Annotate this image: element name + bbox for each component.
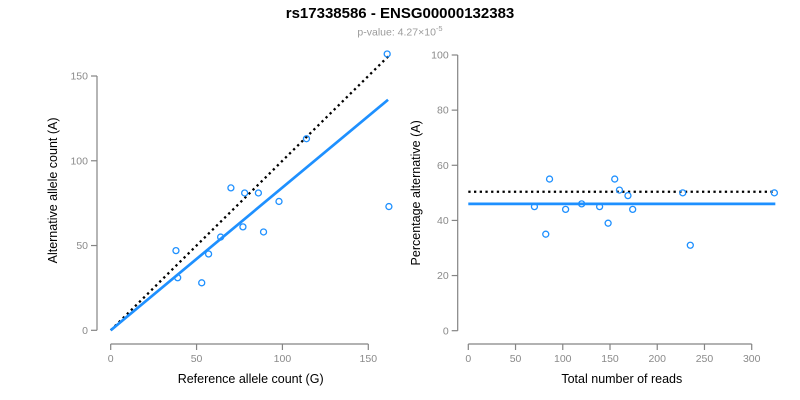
data-point: [545, 175, 554, 183]
pvalue-exponent: -5: [435, 24, 443, 33]
data-point: [615, 186, 624, 194]
x-tick-label: 250: [696, 353, 714, 365]
y-tick-label: 20: [437, 270, 449, 282]
data-point: [239, 223, 247, 231]
data-point: [174, 274, 182, 282]
data-point: [302, 135, 311, 143]
x-axis-title: Total number of reads: [561, 372, 682, 386]
data-point: [542, 230, 550, 238]
data-point: [611, 175, 619, 183]
data-point: [578, 200, 586, 208]
data-point: [624, 191, 632, 200]
data-point: [385, 202, 393, 211]
x-tick-label: 0: [108, 353, 114, 365]
x-tick-label: 0: [465, 353, 471, 365]
data-point: [216, 233, 225, 241]
data-point: [604, 219, 612, 227]
y-tick-label: 100: [431, 50, 449, 62]
data-point: [204, 250, 213, 258]
y-tick-label: 0: [443, 325, 449, 337]
x-tick-label: 50: [191, 353, 203, 365]
data-point: [172, 246, 180, 255]
data-point: [259, 228, 268, 236]
y-tick-label: 40: [437, 215, 449, 227]
data-point: [530, 202, 539, 211]
y-tick-label: 150: [70, 71, 88, 83]
x-tick-label: 150: [601, 353, 619, 365]
data-point: [275, 197, 283, 206]
fitted-regression-line: [109, 98, 389, 332]
y-tick-label: 50: [76, 240, 88, 252]
x-tick-label: 300: [743, 353, 761, 365]
data-point: [686, 241, 694, 249]
panel-right: 0 20 40 60 80 100 0 50 100 150 200 250 300 Total numb…: [409, 50, 779, 386]
x-tick-label: 100: [554, 353, 572, 365]
x-tick-label: 50: [510, 353, 522, 365]
data-point: [227, 184, 235, 192]
x-tick-label: 200: [648, 353, 666, 365]
data-point: [595, 202, 604, 211]
expected-equal-counts-line: [109, 53, 391, 332]
x-tick-label: 100: [274, 353, 292, 365]
y-tick-label: 100: [70, 155, 88, 167]
data-point: [770, 189, 779, 197]
x-tick-label: 150: [360, 353, 378, 365]
data-point: [198, 279, 206, 287]
x-axis-title: Reference allele count (G): [178, 372, 324, 386]
data-point: [629, 205, 637, 214]
y-tick-label: 60: [437, 160, 449, 172]
figure-title: rs17338586 - ENSG00000132383: [285, 5, 515, 22]
data-point: [561, 205, 570, 214]
data-point: [679, 189, 687, 197]
data-point: [240, 189, 249, 197]
y-tick-label: 0: [82, 325, 88, 337]
y-axis-title: Alternative allele count (A): [46, 117, 60, 263]
y-axis-title: Percentage alternative (A): [409, 120, 423, 265]
pvalue-text: p-value: 4.27×10: [357, 26, 436, 39]
data-point: [254, 189, 263, 197]
y-tick-label: 80: [437, 105, 449, 117]
data-point: [383, 50, 391, 58]
figure-subtitle: p-value: 4.27×10-5: [0, 24, 800, 39]
panel-left: 0 50 100 150 0 50 100 150 Reference allele count…: [46, 50, 393, 386]
